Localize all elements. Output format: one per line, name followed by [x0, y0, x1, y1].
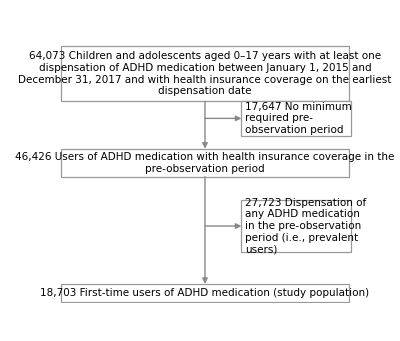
Bar [61, 149, 349, 177]
Text: 46,426 Users of ADHD medication with health insurance coverage in the
pre-observ: 46,426 Users of ADHD medication with hea… [15, 152, 395, 174]
Bar [242, 101, 352, 136]
Bar [242, 201, 352, 252]
Text: 18,703 First-time users of ADHD medication (study population): 18,703 First-time users of ADHD medicati… [40, 288, 370, 298]
Text: 27,723 Dispensation of
any ADHD medication
in the pre-observation
period (i.e., : 27,723 Dispensation of any ADHD medicati… [245, 198, 366, 254]
Bar [61, 46, 349, 101]
Text: 17,647 No minimum
required pre-
observation period: 17,647 No minimum required pre- observat… [245, 102, 352, 135]
Bar [61, 284, 349, 301]
Text: 64,073 Children and adolescents aged 0–17 years with at least one
dispensation o: 64,073 Children and adolescents aged 0–1… [18, 51, 392, 96]
